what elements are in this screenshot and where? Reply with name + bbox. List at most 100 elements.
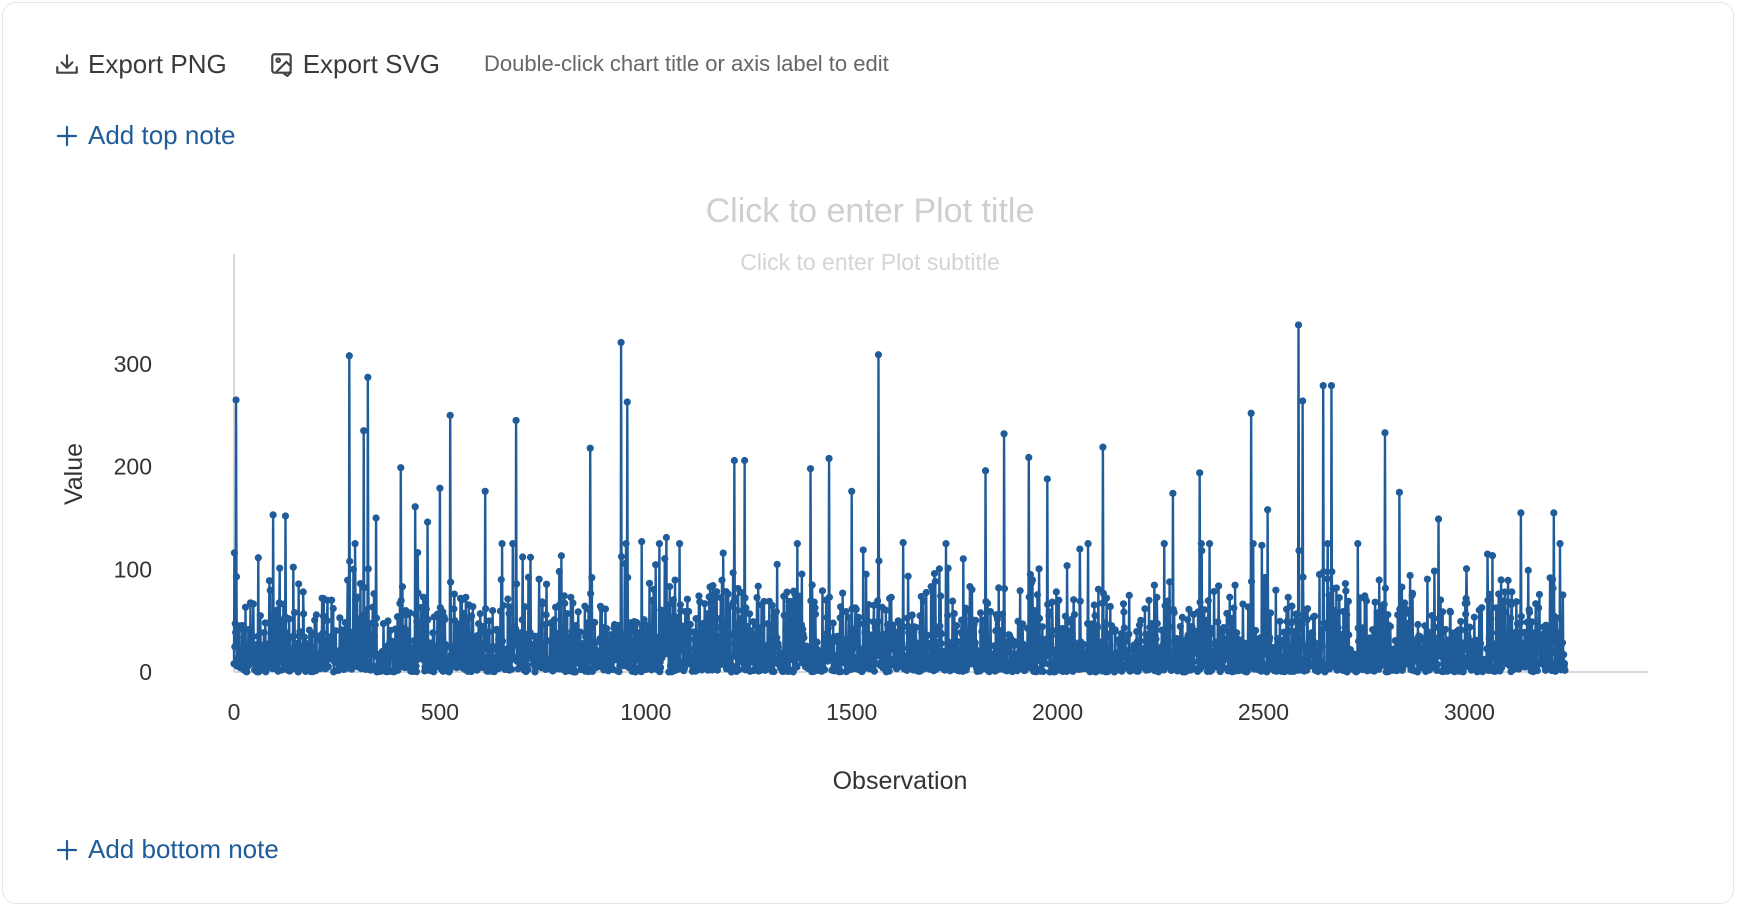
data-point [498,637,507,645]
data-point [1450,634,1458,643]
data-point [412,610,420,618]
data-point [1084,540,1092,548]
data-point [326,637,334,646]
data-point [1028,576,1037,584]
export-svg-button[interactable]: Export SVG [269,49,440,80]
data-point [979,616,987,624]
data-point [1295,546,1303,555]
data-point [1121,636,1130,644]
data-point [1352,651,1360,659]
export-png-button[interactable]: Export PNG [54,49,227,80]
data-point [1300,610,1308,618]
data-point [418,618,426,626]
data-point [1194,608,1202,616]
x-tick-label: 2000 [1032,699,1083,725]
data-point [1506,614,1515,622]
data-point [278,637,286,645]
data-point [925,653,933,662]
data-point [1428,611,1436,620]
data-point [681,638,689,646]
chart-title[interactable]: Click to enter Plot title [706,192,1035,230]
data-point [613,629,621,637]
data-point [1160,540,1168,548]
data-point [580,639,588,648]
data-point [698,666,706,674]
y-tick-label: 200 [114,454,152,480]
data-point [1512,598,1520,606]
data-point [968,586,976,594]
y-axis-label[interactable]: Value [60,443,88,505]
data-point [960,642,968,651]
data-point [233,633,241,641]
data-point [911,647,919,655]
data-point [1319,625,1327,633]
add-top-note-button[interactable]: Add top note [56,120,235,151]
data-point [782,627,790,635]
data-point [1495,590,1503,598]
data-point [582,660,591,668]
data-point [1472,652,1480,660]
data-point [892,629,900,637]
data-point [718,576,726,584]
data-point [915,660,923,668]
y-tick-label: 100 [114,556,152,582]
data-point [1484,596,1492,604]
data-point [485,628,493,636]
data-point [717,594,725,602]
x-axis-label[interactable]: Observation [833,767,968,795]
data-point [759,648,767,656]
data-point [517,629,526,637]
data-point [239,626,247,634]
data-point [867,631,875,639]
data-point [349,565,358,573]
data-point [1548,575,1557,583]
data-point [1485,634,1493,643]
toolbar: Export PNG Export SVG Double-click chart… [54,46,889,82]
data-point [1043,475,1051,483]
data-point [731,594,739,602]
data-point [398,643,406,651]
data-point [542,611,550,619]
data-point [821,630,829,638]
data-point [666,583,674,591]
data-point [1277,636,1285,644]
add-bottom-note-button[interactable]: Add bottom note [56,834,279,865]
data-point [916,612,924,620]
data-point [591,618,599,627]
chart-subtitle[interactable]: Click to enter Plot subtitle [740,249,1000,275]
data-point [1176,622,1184,631]
data-point [1039,667,1047,676]
data-point [753,593,761,602]
data-point [299,588,307,596]
data-point [1010,638,1018,646]
data-point [476,610,484,618]
data-point [864,601,873,609]
data-point [1308,630,1317,639]
data-point [276,564,284,572]
data-point [645,579,654,587]
data-point [929,586,937,594]
data-point [1210,587,1218,596]
data-point [841,636,849,644]
x-tick-label: 2500 [1238,699,1289,725]
data-point [512,580,521,588]
data-point [576,628,584,636]
data-point [1120,608,1128,616]
data-point [1200,606,1208,614]
data-point [1298,621,1306,629]
data-point [463,629,472,637]
data-point [739,659,748,667]
data-point [862,570,870,578]
data-point [365,650,374,659]
data-point [1558,639,1567,647]
data-point [1070,611,1079,619]
data-point [986,607,995,616]
add-bottom-note-label: Add bottom note [88,834,279,864]
data-point [689,628,698,636]
data-point [369,645,377,653]
data-point [588,573,596,582]
data-point [1310,612,1319,620]
data-point [1384,611,1392,619]
data-point [1305,652,1313,660]
data-point [450,605,458,613]
